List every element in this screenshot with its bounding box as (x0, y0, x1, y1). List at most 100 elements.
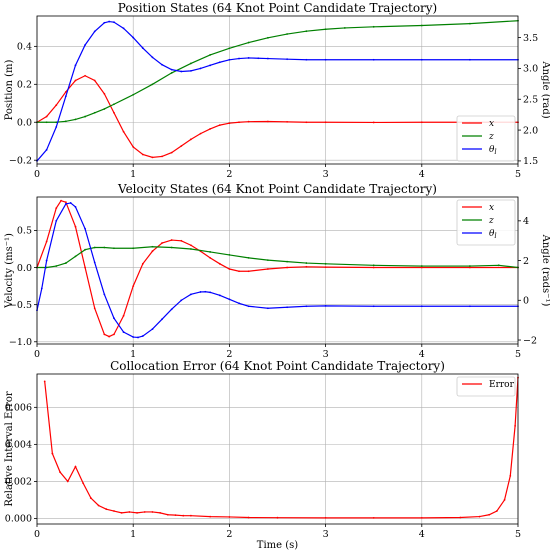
data-point (74, 79, 77, 82)
data-point (343, 27, 346, 29)
data-point (420, 24, 423, 27)
data-point (247, 270, 250, 273)
data-point (174, 514, 177, 517)
data-point (122, 314, 125, 317)
data-point (45, 259, 48, 262)
data-point (74, 255, 77, 258)
series-markers-0 (43, 376, 519, 519)
data-point (495, 510, 498, 512)
legend-box (456, 115, 516, 162)
x-axis-label: Time (s) (257, 540, 298, 550)
data-point (122, 130, 125, 133)
data-point (84, 115, 86, 118)
y-right-tick-label: 1.5 (523, 156, 538, 167)
x-tick-label: 4 (419, 169, 425, 180)
y-right-axis-label: Angle (rads⁻¹) (540, 234, 550, 307)
data-point (113, 510, 115, 512)
chart-panel-1: 0 1 2 3 4 5 −0.2 0.0 0.2 0.4 1.5 2.0 2.5 3.0 3.5 Positi… (4, 1, 550, 180)
data-point (190, 138, 192, 141)
data-point (161, 318, 163, 321)
data-point (372, 58, 375, 61)
plot-frame (36, 15, 519, 165)
data-point (459, 516, 462, 519)
x-tick-label: 4 (419, 529, 425, 540)
data-point (190, 244, 192, 247)
y-tick-label: 0.5 (17, 226, 32, 237)
legend-box (456, 199, 516, 246)
legend-label: x (489, 203, 494, 213)
data-point (82, 482, 85, 485)
x-tick-label: 2 (226, 529, 232, 540)
series-line-0 (44, 377, 518, 519)
data-point (190, 248, 192, 250)
data-point (170, 308, 173, 311)
data-point (209, 251, 212, 253)
data-point (199, 67, 202, 70)
x-tick-label: 2 (226, 169, 232, 180)
data-point (266, 259, 269, 262)
legend-label: θl (489, 145, 497, 156)
series-line-1 (37, 246, 518, 269)
data-point (305, 305, 308, 308)
data-point (141, 262, 144, 265)
data-point (66, 480, 69, 483)
y-axis-label: Relative Interval Error (4, 391, 15, 507)
x-tick-label: 1 (130, 529, 136, 540)
data-point (372, 305, 375, 308)
y-tick-label: 0.006 (5, 403, 32, 414)
x-tick-label: 2 (226, 349, 232, 360)
data-point (372, 516, 375, 519)
data-point (497, 264, 500, 267)
data-point (247, 516, 250, 519)
data-point (276, 516, 279, 519)
data-point (51, 452, 54, 455)
data-point (132, 285, 135, 287)
data-point (209, 127, 212, 130)
data-point (469, 266, 471, 269)
data-point (305, 121, 308, 124)
data-point (108, 20, 111, 23)
data-point (469, 265, 471, 267)
data-point (238, 302, 240, 305)
chart-title: Position States (64 Knot Point Candidate… (118, 1, 438, 15)
chart-panel-2: 0 1 2 3 4 5 −1.0 −0.5 0.0 0.5 −2 0 2 4 Velocity States… (4, 182, 550, 360)
data-point (45, 121, 48, 124)
data-point (286, 120, 289, 123)
data-point (218, 124, 221, 127)
data-point (218, 61, 221, 64)
data-point (132, 247, 135, 250)
y-right-tick-label: 2.0 (523, 125, 538, 136)
data-point (113, 247, 115, 250)
data-point (60, 199, 62, 202)
x-tick-label: 1 (130, 349, 136, 360)
data-point (180, 299, 183, 302)
y-right-tick-label: 3.5 (523, 33, 538, 44)
data-point (132, 146, 135, 148)
data-point (113, 111, 115, 114)
data-point (503, 499, 506, 501)
data-point (69, 202, 72, 204)
data-point (509, 474, 512, 477)
legend-box (456, 376, 516, 397)
y-right-tick-label: 4 (523, 216, 529, 227)
y-right-axis-label: Angle (rad) (540, 60, 550, 118)
data-point (170, 151, 173, 154)
series-line-2 (37, 202, 518, 339)
data-point (228, 298, 231, 301)
data-point (266, 36, 269, 39)
data-point (190, 69, 192, 72)
data-point (238, 57, 240, 60)
data-point (372, 264, 375, 267)
y-tick-label: −0.5 (9, 300, 32, 311)
data-point (93, 111, 96, 114)
data-point (55, 126, 58, 128)
data-point (170, 246, 173, 249)
data-point (247, 120, 250, 123)
x-tick-label: 0 (34, 349, 40, 360)
data-point (151, 83, 154, 86)
data-point (132, 36, 135, 39)
x-tick-label: 0 (34, 169, 40, 180)
data-point (180, 239, 183, 242)
data-point (286, 33, 289, 35)
plot-frame (36, 373, 519, 525)
